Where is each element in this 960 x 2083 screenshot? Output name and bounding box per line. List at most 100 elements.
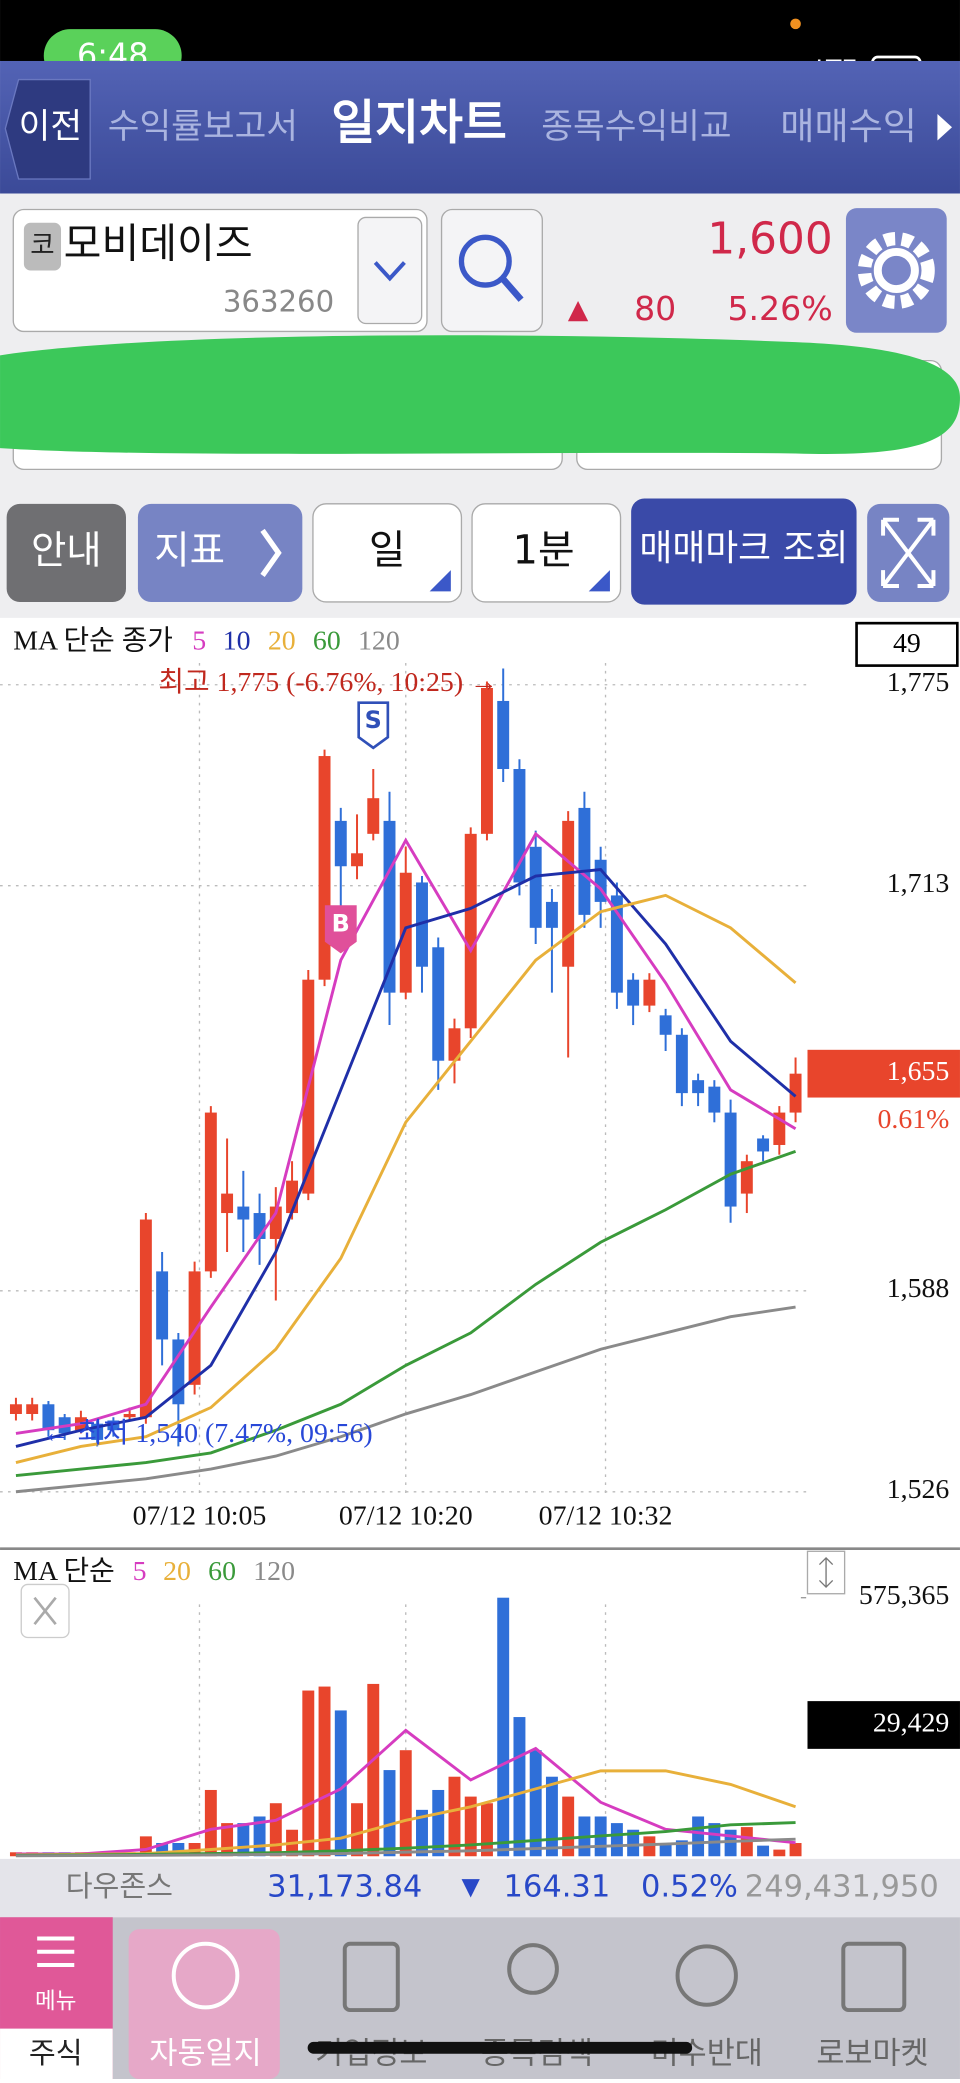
candle-body	[351, 853, 363, 867]
toolbar-label[interactable]: 1분	[513, 527, 575, 573]
legend-title: MA 단순 종가	[13, 625, 173, 656]
candle-body	[9, 1404, 22, 1414]
candle-body	[432, 947, 445, 1061]
back-button[interactable]	[4, 78, 91, 180]
candle-body	[740, 1161, 753, 1194]
candle-body	[480, 687, 493, 834]
scroll-arrow[interactable]	[937, 114, 953, 141]
candle-body	[464, 833, 477, 1029]
volume-bar	[399, 1750, 412, 1857]
toolbar-label[interactable]: 안내	[31, 528, 102, 573]
volume-bar	[221, 1823, 234, 1857]
chart-area	[0, 617, 960, 1859]
market-label: 코	[30, 230, 54, 261]
y-tick-label: 1,588	[887, 1273, 950, 1304]
toolbar-button[interactable]	[631, 498, 857, 605]
y-tick-label: 1,775	[887, 667, 950, 698]
legend-entry: 60	[313, 625, 341, 656]
volume-bar	[204, 1789, 217, 1857]
tab-active[interactable]: 일지차트	[331, 96, 507, 151]
active-item-bg	[128, 1929, 280, 2079]
nav-item[interactable]: 주식	[29, 2036, 83, 2070]
annotation: 최고 1,775 (-6.76%, 10:25) →	[158, 667, 498, 698]
candle-body	[416, 882, 428, 967]
volume-bar	[513, 1717, 526, 1857]
count-box-label: 49	[893, 628, 921, 659]
search-button[interactable]	[440, 208, 543, 333]
candle-body	[188, 1271, 201, 1385]
toolbar-button[interactable]	[137, 503, 303, 602]
x-tick-label: 07/12 10:20	[339, 1501, 473, 1532]
menu-icon	[37, 1936, 75, 1967]
nav-item[interactable]: 자동일지	[149, 2037, 261, 2072]
ma-line	[15, 831, 797, 1435]
stock-change: 80	[634, 289, 676, 328]
legend-entry: 20	[268, 625, 296, 656]
tab[interactable]: 수익률보고서	[108, 107, 298, 147]
tab[interactable]: 종목수익비교	[541, 107, 731, 147]
gear-icon	[873, 247, 919, 294]
candle-body	[26, 1404, 39, 1414]
fullscreen-icon	[881, 517, 936, 589]
candle-body	[724, 1112, 737, 1207]
volume-bar	[480, 1803, 493, 1857]
volume-bar	[253, 1816, 266, 1857]
volume-bar	[383, 1770, 396, 1857]
ticker-change-pct: 0.52%	[641, 1870, 738, 1905]
volume-bar	[172, 1842, 185, 1857]
candle-body	[91, 1423, 104, 1440]
candle-body	[367, 798, 380, 834]
volume-bar	[562, 1796, 575, 1857]
candle-body	[221, 1193, 234, 1214]
ma-line	[15, 1305, 796, 1494]
dropdown-button[interactable]	[357, 216, 423, 325]
volume-bar	[773, 1849, 786, 1857]
y-tick-label: 575,365	[859, 1580, 949, 1611]
trade-marker-label: S	[365, 706, 382, 734]
legend-entry: 120	[358, 625, 400, 656]
change-arrow: ▲	[568, 294, 589, 325]
ticker-volume: 249,431,950	[745, 1870, 939, 1905]
toolbar-button[interactable]	[312, 503, 463, 603]
stock-select[interactable]	[12, 208, 428, 333]
ma-line	[15, 867, 797, 1448]
market-badge	[23, 222, 62, 271]
legend-entry: 20	[163, 1556, 191, 1587]
volume-bar	[708, 1823, 721, 1857]
candle-body	[610, 895, 623, 993]
last-price-box	[807, 1049, 960, 1098]
volume-bar	[367, 1683, 380, 1857]
ticker-value: 31,173.84	[267, 1870, 422, 1905]
toolbar-label[interactable]: 일	[369, 527, 406, 573]
last-price-label: 1,655	[887, 1056, 950, 1087]
chevron	[260, 528, 282, 577]
candle-body	[334, 820, 347, 867]
toolbar-label[interactable]: 매매마크 조회	[639, 528, 848, 569]
resize-icon	[818, 1556, 834, 1589]
volume-bar	[139, 1836, 152, 1857]
nav-item[interactable]: 로보마켓	[816, 2037, 928, 2072]
volume-box	[807, 1701, 960, 1749]
ma-line	[15, 1728, 796, 1856]
back-label[interactable]: 이전	[19, 107, 82, 147]
toolbar-button[interactable]	[471, 503, 622, 603]
volume-bar	[448, 1776, 461, 1857]
candle-body	[399, 872, 412, 993]
volume-bar	[610, 1823, 623, 1857]
candle-body	[448, 1028, 461, 1061]
toolbar-button[interactable]	[6, 503, 126, 602]
candle-body	[773, 1112, 786, 1145]
settings-button[interactable]	[845, 208, 947, 333]
toolbar-label[interactable]: 지표	[154, 528, 225, 573]
candle-body	[107, 1420, 120, 1431]
candle-body	[318, 756, 331, 980]
volume-bar	[789, 1843, 802, 1857]
volume-bar	[675, 1840, 688, 1857]
trade-marker	[324, 905, 357, 954]
legend-title: MA 단순	[13, 1556, 114, 1587]
stock-tab-bg	[0, 2028, 113, 2079]
tab[interactable]: 매매수익	[780, 105, 917, 148]
menu-label[interactable]: 메뉴	[35, 1989, 76, 2015]
